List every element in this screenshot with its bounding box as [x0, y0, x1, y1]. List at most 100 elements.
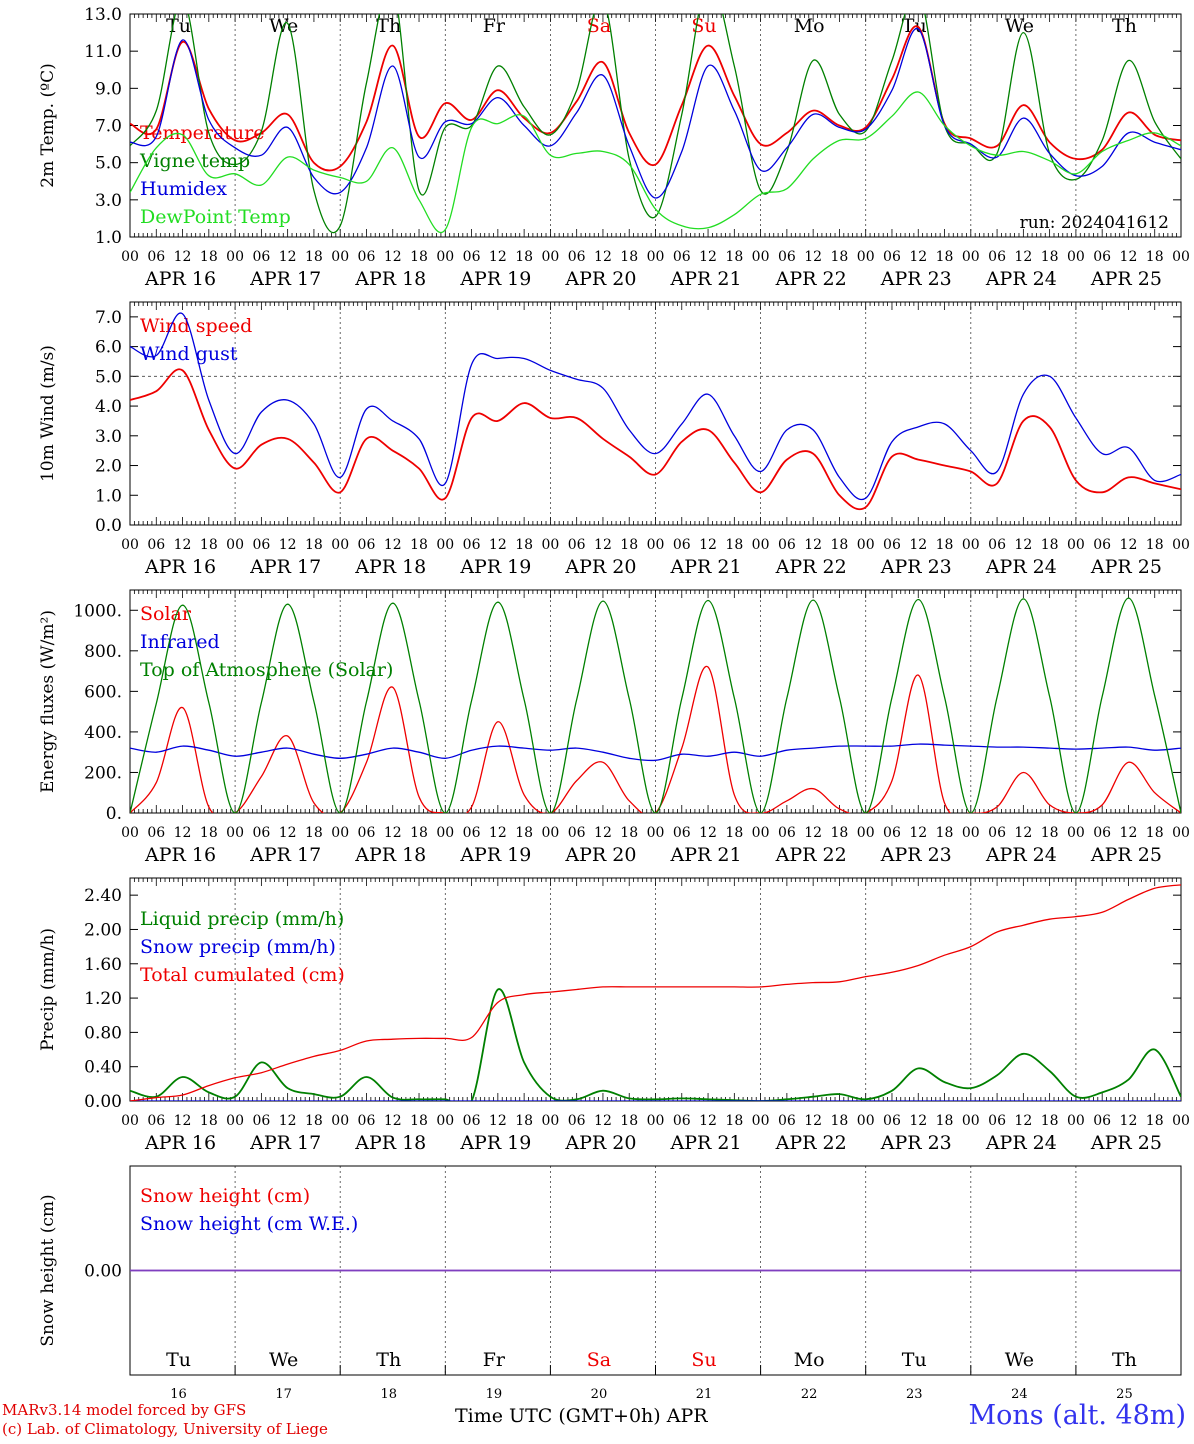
day-label: APR 23	[880, 268, 952, 290]
hour-label: 12	[699, 249, 717, 265]
day-label: APR 25	[1090, 268, 1162, 290]
hour-label: 06	[883, 825, 901, 841]
hour-label: 06	[988, 249, 1006, 265]
hour-label: 18	[831, 249, 849, 265]
day-label: APR 21	[670, 844, 742, 866]
y-tick-label: 7.0	[95, 117, 122, 137]
day-label: APR 24	[985, 268, 1057, 290]
hour-label: 06	[988, 1113, 1006, 1129]
y-tick-label: 1.0	[95, 486, 122, 506]
series-line-total-cumulated-cm-	[130, 884, 1181, 1101]
hour-label: 00	[752, 825, 770, 841]
hour-label: 12	[279, 537, 297, 553]
y-tick-label: 0.00	[84, 1092, 122, 1112]
hour-label: 00	[331, 249, 349, 265]
hour-label: 00	[1067, 537, 1085, 553]
y-tick-label: 4.0	[95, 397, 122, 417]
hour-label: 12	[1120, 537, 1138, 553]
hour-label: 12	[594, 1113, 612, 1129]
weekday-label: Tu	[902, 1349, 927, 1371]
hour-label: 18	[831, 825, 849, 841]
series-line-infrared	[130, 743, 1181, 762]
hour-label: 06	[463, 537, 481, 553]
legend-entry: Snow height (cm W.E.)	[140, 1213, 358, 1235]
weekday-label: Mo	[794, 1349, 825, 1371]
y-tick-label: 1.20	[84, 989, 122, 1009]
hour-label: 06	[883, 249, 901, 265]
hour-label: 00	[541, 1113, 559, 1129]
time-axis-month: APR	[666, 1405, 708, 1427]
legend-entry: Total cumulated (cm)	[140, 964, 345, 986]
hour-label: 00	[331, 825, 349, 841]
series-line-top-of-atmosphere-solar-	[130, 597, 1181, 813]
weekday-label: Sa	[587, 15, 611, 37]
legend-entry: DewPoint Temp	[140, 206, 291, 228]
y-tick-label: 0.0	[95, 516, 122, 536]
hour-label: 12	[384, 537, 402, 553]
hour-label: 12	[279, 1113, 297, 1129]
day-label: APR 25	[1090, 844, 1162, 866]
hour-label: 06	[883, 1113, 901, 1129]
hour-label: 18	[410, 249, 428, 265]
day-label: APR 17	[249, 844, 321, 866]
hour-label: 00	[1067, 1113, 1085, 1129]
day-label: APR 19	[459, 844, 531, 866]
hour-label: 12	[1014, 249, 1032, 265]
day-label: APR 18	[354, 844, 426, 866]
run-annotation: run: 2024041612	[1020, 213, 1169, 233]
series-line-wind-speed	[130, 368, 1181, 511]
hour-label: 18	[620, 1113, 638, 1129]
hour-label: 18	[1146, 1113, 1164, 1129]
hour-label: 00	[962, 825, 980, 841]
y-tick-label: 0.80	[84, 1023, 122, 1043]
y-tick-label: 5.0	[95, 367, 122, 387]
hour-label: 06	[568, 537, 586, 553]
day-label: APR 19	[459, 268, 531, 290]
date-label: 20	[591, 1387, 608, 1402]
hour-label: 18	[1146, 537, 1164, 553]
hour-label: 06	[673, 825, 691, 841]
hour-label: 06	[463, 249, 481, 265]
hour-label: 18	[936, 537, 954, 553]
series-line-solar	[130, 665, 1181, 813]
hour-label: 06	[147, 249, 165, 265]
weekday-label: Su	[691, 1349, 716, 1371]
hour-label: 00	[226, 249, 244, 265]
hour-label: 18	[936, 249, 954, 265]
hour-label: 06	[147, 825, 165, 841]
day-label: APR 19	[459, 1132, 531, 1154]
hour-label: 06	[778, 537, 796, 553]
hour-label: 12	[699, 1113, 717, 1129]
hour-label: 06	[778, 1113, 796, 1129]
day-label: APR 20	[564, 268, 636, 290]
hour-label: 00	[1067, 249, 1085, 265]
hour-label: 06	[463, 825, 481, 841]
hour-label: 18	[200, 825, 218, 841]
hour-label: 18	[200, 249, 218, 265]
hour-label: 18	[1041, 1113, 1059, 1129]
y-tick-label: 3.0	[95, 427, 122, 447]
day-label: APR 24	[985, 1132, 1057, 1154]
day-label: APR 20	[564, 844, 636, 866]
date-label: 19	[486, 1387, 503, 1402]
hour-label: 00	[647, 537, 665, 553]
hour-label: 12	[174, 825, 192, 841]
date-label: 18	[380, 1387, 397, 1402]
day-label: APR 22	[775, 268, 847, 290]
hour-label: 00	[1172, 825, 1190, 841]
hour-label: 12	[1120, 825, 1138, 841]
hour-label: 00	[647, 249, 665, 265]
hour-label: 06	[673, 249, 691, 265]
day-label: APR 17	[249, 1132, 321, 1154]
hour-label: 00	[752, 537, 770, 553]
date-label: 21	[696, 1387, 713, 1402]
hour-label: 06	[1093, 249, 1111, 265]
day-label: APR 17	[249, 556, 321, 578]
y-tick-label: 13.0	[84, 5, 122, 25]
hour-label: 00	[121, 1113, 139, 1129]
hour-label: 18	[515, 1113, 533, 1129]
hour-label: 18	[305, 249, 323, 265]
hour-label: 12	[489, 825, 507, 841]
legend-entry: Wind speed	[140, 315, 252, 337]
y-tick-label: 800.	[84, 642, 122, 662]
